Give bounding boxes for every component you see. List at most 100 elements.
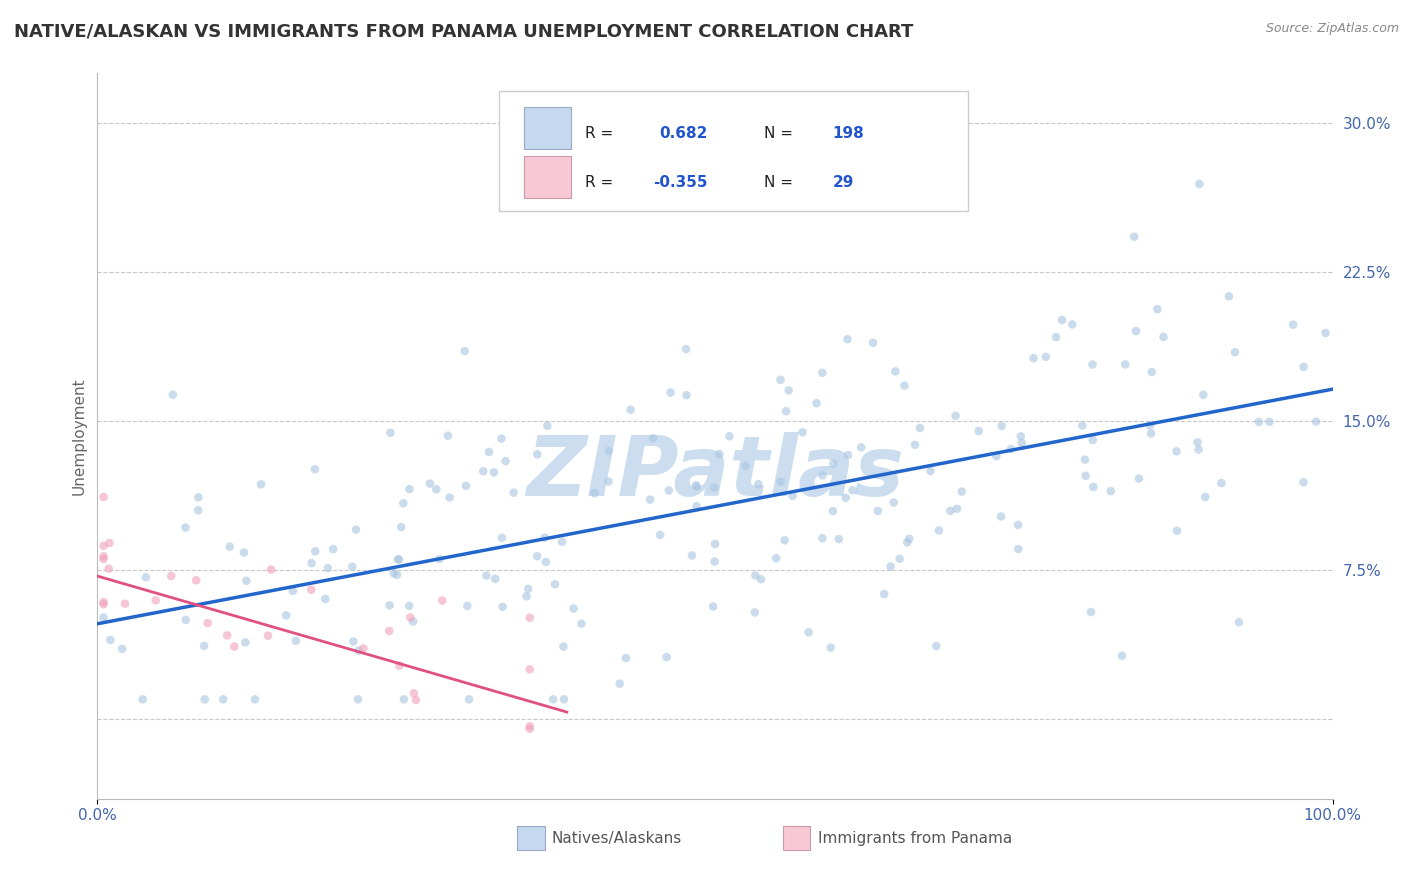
Point [1081, 433, 1104, 447]
Point [93, 490, 115, 504]
Point [342, 559, 364, 574]
Point [93, 597, 115, 611]
Point [1062, 318, 1084, 332]
Point [235, 574, 257, 588]
Point [257, 629, 280, 643]
Point [806, 396, 828, 410]
Point [93, 552, 115, 566]
Point [945, 409, 967, 423]
Point [135, 570, 157, 584]
Point [491, 432, 513, 446]
Point [260, 563, 283, 577]
Point [98, 536, 121, 550]
Point [1083, 480, 1105, 494]
Point [835, 491, 858, 505]
Point [187, 491, 209, 505]
Point [1022, 351, 1045, 366]
Point [218, 540, 240, 554]
Text: N =: N = [765, 175, 793, 190]
Point [1292, 475, 1315, 490]
Point [114, 597, 136, 611]
Bar [523, 156, 571, 198]
Point [749, 572, 772, 586]
Point [1128, 472, 1150, 486]
Point [475, 568, 498, 582]
Point [482, 466, 505, 480]
Point [93, 610, 115, 624]
Text: Source: ZipAtlas.com: Source: ZipAtlas.com [1265, 22, 1399, 36]
Point [145, 593, 167, 607]
Point [1188, 177, 1211, 191]
Point [439, 491, 461, 505]
Point [174, 520, 197, 534]
Point [681, 549, 703, 563]
Point [1007, 518, 1029, 533]
Point [920, 464, 942, 478]
Point [703, 480, 725, 494]
Point [648, 528, 671, 542]
Point [536, 418, 558, 433]
Point [1247, 415, 1270, 429]
Point [884, 364, 907, 378]
Point [773, 533, 796, 548]
Point [304, 462, 326, 476]
Point [1211, 476, 1233, 491]
Point [405, 693, 427, 707]
Point [1011, 436, 1033, 450]
Point [399, 610, 422, 624]
Point [1123, 229, 1146, 244]
Point [862, 335, 884, 350]
Text: 198: 198 [832, 126, 865, 141]
Point [718, 429, 741, 443]
Point [1187, 435, 1209, 450]
Point [187, 503, 209, 517]
Point [1194, 490, 1216, 504]
Point [347, 643, 370, 657]
Point [553, 692, 575, 706]
Point [879, 559, 901, 574]
Point [425, 483, 447, 497]
Point [1000, 442, 1022, 457]
Point [704, 537, 727, 551]
Point [990, 418, 1012, 433]
Point [419, 476, 441, 491]
Point [392, 496, 415, 510]
Point [299, 582, 322, 597]
Point [769, 475, 792, 489]
Text: Natives/Alaskans: Natives/Alaskans [553, 831, 682, 847]
Point [389, 520, 412, 534]
Point [778, 384, 800, 398]
Y-axis label: Unemployment: Unemployment [72, 377, 86, 495]
Point [131, 692, 153, 706]
Point [675, 388, 697, 402]
Point [797, 625, 820, 640]
Point [388, 658, 411, 673]
Point [811, 468, 834, 483]
Point [1140, 365, 1163, 379]
Point [491, 531, 513, 545]
Point [620, 402, 643, 417]
Point [1111, 648, 1133, 663]
Point [301, 556, 323, 570]
Point [160, 569, 183, 583]
Point [398, 482, 420, 496]
Point [898, 532, 921, 546]
Point [562, 601, 585, 615]
Point [866, 504, 889, 518]
Point [685, 478, 707, 492]
Text: R =: R = [585, 126, 613, 141]
Point [583, 486, 606, 500]
Point [609, 676, 631, 690]
Point [614, 651, 637, 665]
Point [904, 438, 927, 452]
Point [194, 692, 217, 706]
FancyBboxPatch shape [499, 91, 969, 211]
Point [837, 448, 859, 462]
Point [769, 373, 792, 387]
Text: R =: R = [585, 175, 613, 190]
Point [703, 555, 725, 569]
Point [484, 572, 506, 586]
Point [1166, 444, 1188, 458]
Point [388, 552, 411, 566]
Point [744, 568, 766, 582]
